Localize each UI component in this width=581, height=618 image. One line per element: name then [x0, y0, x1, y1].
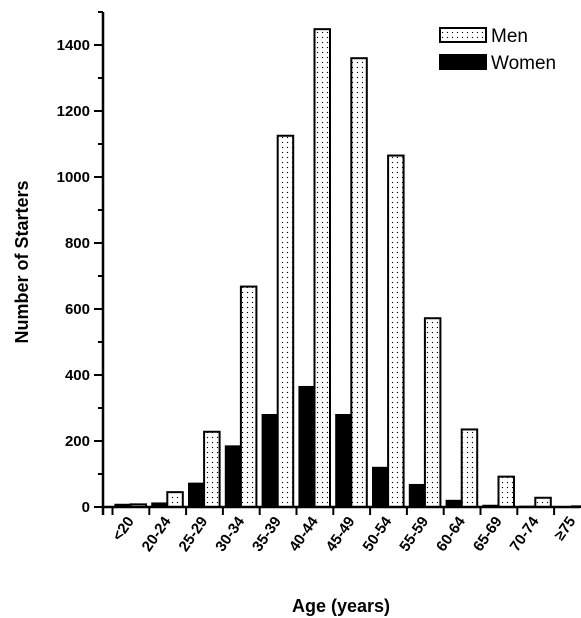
y-tick-label: 400: [65, 367, 90, 384]
bar-men-3: [239, 285, 258, 508]
bars-group: [114, 28, 581, 509]
bar-men-2: [203, 430, 221, 509]
y-tick-label: 1200: [57, 103, 90, 120]
bar-men-8: [423, 317, 442, 508]
x-tick-label: 30-34: [212, 513, 248, 555]
bar-women-8: [408, 483, 426, 508]
bar-men-10: [497, 475, 515, 509]
bar-women-4: [261, 414, 279, 508]
bar-women-5: [298, 385, 316, 508]
y-tick-label: 1400: [57, 37, 90, 54]
bar-women-3: [224, 445, 242, 508]
y-axis-title: Number of Starters: [12, 180, 32, 343]
bar-men-7: [387, 154, 405, 509]
bar-men-9: [460, 428, 479, 509]
y-tick-label: 0: [82, 499, 90, 516]
legend-label-men: Men: [491, 26, 528, 47]
x-tick-label: 50-54: [359, 513, 395, 555]
bar-men-6: [350, 57, 368, 508]
bar-men-11: [534, 496, 552, 509]
x-tick-label: 40-44: [286, 513, 322, 555]
y-tick-label: 200: [65, 433, 90, 450]
bar-men-5: [313, 28, 331, 508]
legend: Men Women: [439, 26, 556, 74]
x-tick-label: 65-69: [470, 514, 506, 555]
bar-men-1: [166, 491, 184, 508]
x-tick-label: 35-39: [249, 514, 285, 555]
bar-men-4: [276, 134, 295, 508]
legend-swatch-women: [439, 54, 487, 70]
x-tick-label: <20: [109, 514, 138, 545]
bar-women-2: [188, 482, 205, 508]
bar-women-6: [335, 414, 352, 508]
y-tick-label: 600: [65, 301, 90, 318]
x-tick-label: 60-64: [433, 513, 469, 555]
x-tick-label: ≥75: [551, 514, 579, 544]
x-tick-label: 20-24: [139, 513, 175, 555]
bar-women-7: [372, 466, 389, 508]
x-axis-title: Age (years): [292, 596, 390, 616]
legend-label-women: Women: [491, 53, 556, 74]
legend-swatch-men: [439, 27, 487, 43]
x-tick-label: 45-49: [323, 514, 359, 555]
y-tick-label: 1000: [57, 169, 90, 186]
x-tick-label: 55-59: [396, 514, 432, 555]
y-tick-label: 800: [65, 235, 90, 252]
x-tick-label: 25-29: [175, 514, 211, 555]
x-tick-label: 70-74: [507, 513, 543, 555]
